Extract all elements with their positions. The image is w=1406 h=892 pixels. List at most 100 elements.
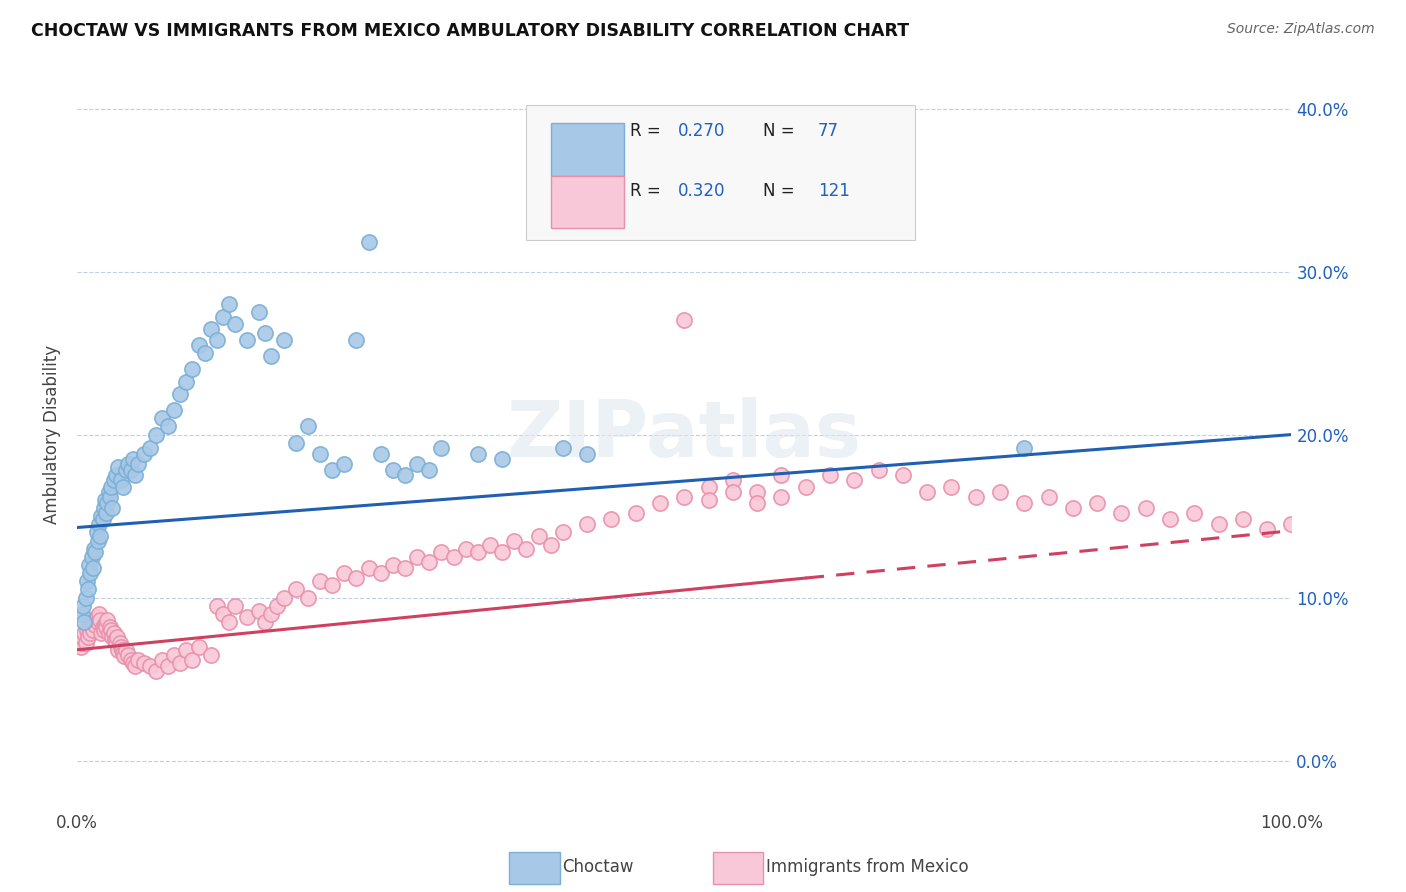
Point [150, 411, 173, 425]
Text: 0.320: 0.320 [678, 182, 725, 200]
Text: R =: R = [630, 182, 665, 200]
Point [321, 463, 343, 477]
Point [527, 529, 550, 543]
Point [176, 376, 198, 390]
Point [90, 626, 112, 640]
Point [273, 333, 295, 347]
Point [697, 480, 720, 494]
Point [84, 618, 107, 632]
Point [145, 664, 167, 678]
Point [104, 636, 127, 650]
Point [157, 659, 180, 673]
Point [260, 349, 283, 363]
Point [103, 473, 125, 487]
Point [454, 541, 477, 556]
Point [406, 457, 429, 471]
Text: N =: N = [763, 182, 800, 200]
Point [122, 656, 145, 670]
Point [406, 549, 429, 564]
Point [76, 574, 98, 589]
Text: Immigrants from Mexico: Immigrants from Mexico [766, 858, 969, 876]
Point [200, 321, 222, 335]
Point [443, 549, 465, 564]
Point [344, 571, 367, 585]
Point [127, 652, 149, 666]
Point [211, 310, 233, 325]
Point [344, 333, 367, 347]
Point [988, 484, 1011, 499]
Point [430, 441, 453, 455]
Point [181, 652, 204, 666]
Point [87, 517, 110, 532]
Point [941, 480, 963, 494]
Point [87, 607, 110, 621]
Point [73, 615, 96, 629]
Point [100, 624, 122, 638]
Point [309, 574, 332, 589]
Point [187, 640, 209, 654]
Point [1159, 512, 1181, 526]
Point [98, 620, 121, 634]
Point [80, 615, 103, 629]
Point [163, 648, 186, 662]
Text: ZIPatlas: ZIPatlas [506, 397, 862, 473]
Point [94, 616, 117, 631]
Point [721, 473, 744, 487]
Point [79, 566, 101, 581]
Point [965, 490, 987, 504]
Point [503, 533, 526, 548]
Point [86, 525, 108, 540]
Point [107, 642, 129, 657]
Point [515, 541, 537, 556]
Point [98, 490, 121, 504]
Point [309, 447, 332, 461]
Point [122, 452, 145, 467]
Y-axis label: Ambulatory Disability: Ambulatory Disability [44, 345, 60, 524]
Point [394, 468, 416, 483]
Point [169, 656, 191, 670]
Point [75, 636, 97, 650]
Point [132, 656, 155, 670]
Point [721, 484, 744, 499]
Point [624, 506, 647, 520]
Point [96, 496, 118, 510]
Point [181, 362, 204, 376]
Point [83, 614, 105, 628]
Point [117, 457, 139, 471]
Point [600, 512, 623, 526]
Point [478, 538, 501, 552]
Point [93, 500, 115, 515]
Point [70, 607, 93, 621]
Point [77, 630, 100, 644]
Point [110, 473, 132, 487]
Point [357, 235, 380, 250]
Point [100, 480, 122, 494]
Point [266, 599, 288, 613]
Point [145, 427, 167, 442]
Point [105, 630, 128, 644]
Point [76, 624, 98, 638]
Point [87, 533, 110, 548]
Point [103, 626, 125, 640]
Point [418, 463, 440, 477]
Point [104, 632, 127, 647]
Point [794, 480, 817, 494]
Point [93, 624, 115, 638]
Point [273, 591, 295, 605]
Point [1232, 512, 1254, 526]
Point [112, 646, 135, 660]
Point [101, 630, 124, 644]
Point [381, 463, 404, 477]
Point [200, 648, 222, 662]
Point [187, 338, 209, 352]
Point [127, 457, 149, 471]
Point [84, 545, 107, 559]
Point [430, 545, 453, 559]
Point [83, 541, 105, 556]
Point [104, 468, 127, 483]
Point [1135, 500, 1157, 515]
Point [120, 652, 142, 666]
Point [868, 463, 890, 477]
Point [117, 648, 139, 662]
Point [87, 615, 110, 629]
